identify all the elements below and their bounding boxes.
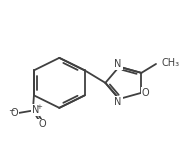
Text: N: N bbox=[32, 105, 39, 115]
Text: −: − bbox=[9, 106, 15, 115]
Text: N: N bbox=[114, 97, 122, 107]
Text: O: O bbox=[38, 119, 46, 129]
Text: +: + bbox=[36, 104, 42, 110]
Text: CH₃: CH₃ bbox=[162, 58, 180, 68]
Text: O: O bbox=[141, 88, 149, 98]
Text: N: N bbox=[114, 59, 122, 69]
Text: O: O bbox=[11, 108, 18, 118]
